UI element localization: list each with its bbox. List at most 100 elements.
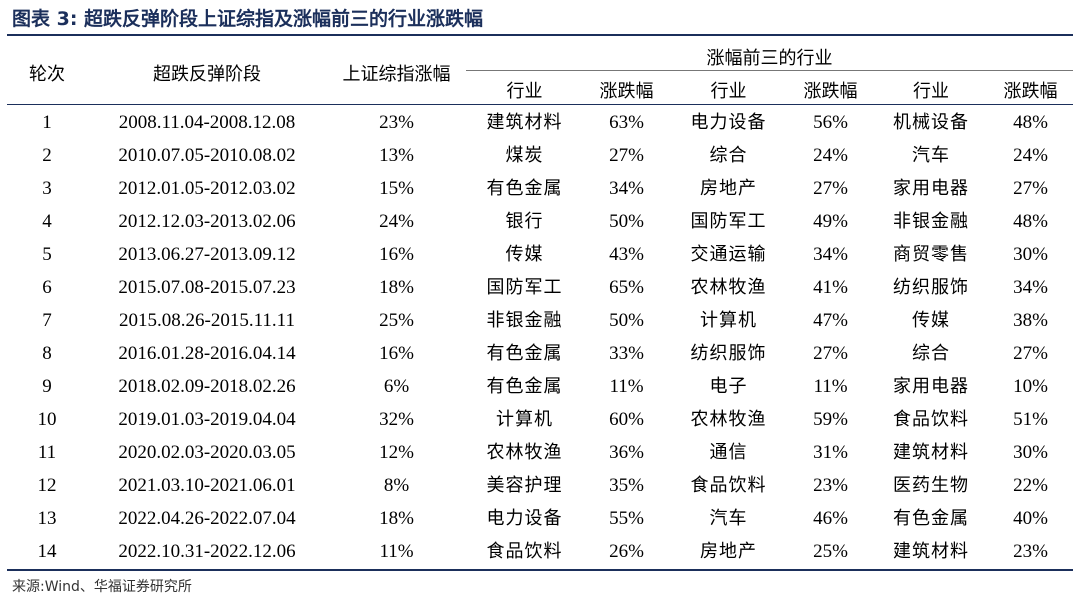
industry-1-cell: 电力设备	[486, 508, 563, 529]
change-3-cell: 10%	[1013, 376, 1048, 397]
bottom-rule	[7, 569, 1073, 571]
industry-2-cell: 房地产	[700, 541, 757, 562]
source-note: 来源:Wind、华福证券研究所	[12, 579, 192, 595]
change-1-cell: 65%	[609, 277, 644, 298]
change-3-cell: 24%	[1013, 145, 1048, 166]
industry-2-cell: 电力设备	[690, 112, 767, 133]
index-change-cell: 23%	[379, 112, 414, 133]
industry-1-cell: 国防军工	[486, 277, 563, 298]
industry-3-cell: 建筑材料	[893, 442, 969, 463]
change-1-cell: 11%	[609, 376, 644, 397]
index-change-cell: 12%	[379, 442, 414, 463]
round-cell: 9	[42, 376, 52, 397]
change-2-cell: 34%	[813, 244, 848, 265]
change-1-cell: 34%	[609, 178, 644, 199]
change-1-cell: 35%	[609, 475, 644, 496]
industry-2-cell: 房地产	[700, 178, 757, 199]
table-row: 3 2012.01.05-2012.03.02 15% 有色金属 34% 房地产 27% 家用…	[7, 172, 1073, 205]
change-2-cell: 41%	[813, 277, 848, 298]
industry-3-cell: 家用电器	[893, 376, 969, 397]
table-row: 10 2019.01.03-2019.04.04 32% 计算机 60% 农林牧渔 59% 食…	[7, 403, 1073, 436]
header-industry-1: 行业	[506, 81, 543, 102]
index-change-cell: 11%	[379, 541, 414, 562]
round-cell: 14	[37, 541, 57, 562]
industry-3-cell: 汽车	[912, 145, 950, 166]
table-row: 4 2012.12.03-2013.02.06 24% 银行 50% 国防军工 49% 非银金…	[7, 205, 1073, 238]
table-row: 5 2013.06.27-2013.09.12 16% 传媒 43% 交通运输 34% 商贸零…	[7, 238, 1073, 271]
change-2-cell: 27%	[813, 178, 848, 199]
change-2-cell: 23%	[813, 475, 848, 496]
industry-3-cell: 非银金融	[893, 211, 969, 232]
change-1-cell: 63%	[609, 112, 644, 133]
header-index-change: 上证综指涨幅	[342, 64, 451, 85]
industry-3-cell: 纺织服饰	[893, 277, 969, 298]
round-cell: 3	[42, 178, 52, 199]
table-row: 9 2018.02.09-2018.02.26 6% 有色金属 11% 电子 11% 家用电器…	[7, 370, 1073, 403]
index-change-cell: 8%	[383, 475, 410, 496]
industry-2-cell: 农林牧渔	[690, 409, 767, 430]
period-cell: 2022.04.26-2022.07.04	[118, 508, 296, 529]
header-industry-2: 行业	[710, 81, 747, 102]
change-1-cell: 55%	[609, 508, 644, 529]
header-change-1: 涨跌幅	[599, 81, 654, 102]
industry-3-cell: 商贸零售	[893, 244, 969, 265]
table-row: 14 2022.10.31-2022.12.06 11% 食品饮料 26% 房地产 25% 建…	[7, 535, 1073, 568]
period-cell: 2013.06.27-2013.09.12	[118, 244, 296, 265]
top-rule	[7, 34, 1073, 36]
change-3-cell: 23%	[1013, 541, 1048, 562]
change-3-cell: 48%	[1013, 211, 1048, 232]
industry-1-cell: 有色金属	[486, 178, 563, 199]
table-row: 2 2010.07.05-2010.08.02 13% 煤炭 27% 综合 24% 汽车 24%	[7, 139, 1073, 172]
industry-3-cell: 有色金属	[893, 508, 969, 529]
header-rule	[7, 104, 1073, 105]
change-3-cell: 30%	[1013, 442, 1048, 463]
industry-2-cell: 汽车	[709, 508, 748, 529]
period-cell: 2022.10.31-2022.12.06	[118, 541, 296, 562]
index-change-cell: 32%	[379, 409, 414, 430]
change-1-cell: 26%	[609, 541, 644, 562]
period-cell: 2019.01.03-2019.04.04	[118, 409, 296, 430]
index-change-cell: 16%	[379, 244, 414, 265]
change-2-cell: 24%	[813, 145, 848, 166]
header-subrule	[466, 70, 1073, 71]
industry-2-cell: 食品饮料	[690, 475, 767, 496]
change-2-cell: 59%	[813, 409, 848, 430]
industry-3-cell: 医药生物	[893, 475, 969, 496]
period-cell: 2020.02.03-2020.03.05	[118, 442, 296, 463]
round-cell: 6	[42, 277, 52, 298]
period-cell: 2015.08.26-2015.11.11	[119, 310, 295, 331]
change-1-cell: 36%	[609, 442, 644, 463]
industry-1-cell: 银行	[505, 211, 544, 232]
round-cell: 12	[37, 475, 57, 496]
round-cell: 4	[42, 211, 52, 232]
industry-3-cell: 综合	[912, 343, 950, 364]
industry-2-cell: 综合	[709, 145, 748, 166]
industry-3-cell: 家用电器	[893, 178, 969, 199]
industry-3-cell: 机械设备	[893, 112, 969, 133]
industry-2-cell: 电子	[709, 376, 748, 397]
round-cell: 7	[42, 310, 52, 331]
industry-3-cell: 食品饮料	[893, 409, 969, 430]
change-3-cell: 51%	[1013, 409, 1048, 430]
table-row: 11 2020.02.03-2020.03.05 12% 农林牧渔 36% 通信 31% 建筑…	[7, 436, 1073, 469]
change-3-cell: 38%	[1013, 310, 1048, 331]
industry-1-cell: 农林牧渔	[486, 442, 563, 463]
change-1-cell: 50%	[609, 310, 644, 331]
industry-2-cell: 国防军工	[690, 211, 767, 232]
change-2-cell: 49%	[813, 211, 848, 232]
header-change-2: 涨跌幅	[803, 81, 858, 102]
table-row: 1 2008.11.04-2008.12.08 23% 建筑材料 63% 电力设备 56% 机…	[7, 106, 1073, 139]
index-change-cell: 13%	[379, 145, 414, 166]
table-row: 12 2021.03.10-2021.06.01 8% 美容护理 35% 食品饮料 23% 医…	[7, 469, 1073, 502]
index-change-cell: 16%	[379, 343, 414, 364]
industry-1-cell: 建筑材料	[486, 112, 563, 133]
period-cell: 2015.07.08-2015.07.23	[118, 277, 296, 298]
industry-1-cell: 非银金融	[486, 310, 563, 331]
round-cell: 1	[42, 112, 52, 133]
change-2-cell: 46%	[813, 508, 848, 529]
change-3-cell: 48%	[1013, 112, 1048, 133]
change-3-cell: 34%	[1013, 277, 1048, 298]
period-cell: 2010.07.05-2010.08.02	[118, 145, 296, 166]
period-cell: 2012.12.03-2013.02.06	[118, 211, 296, 232]
change-3-cell: 30%	[1013, 244, 1048, 265]
